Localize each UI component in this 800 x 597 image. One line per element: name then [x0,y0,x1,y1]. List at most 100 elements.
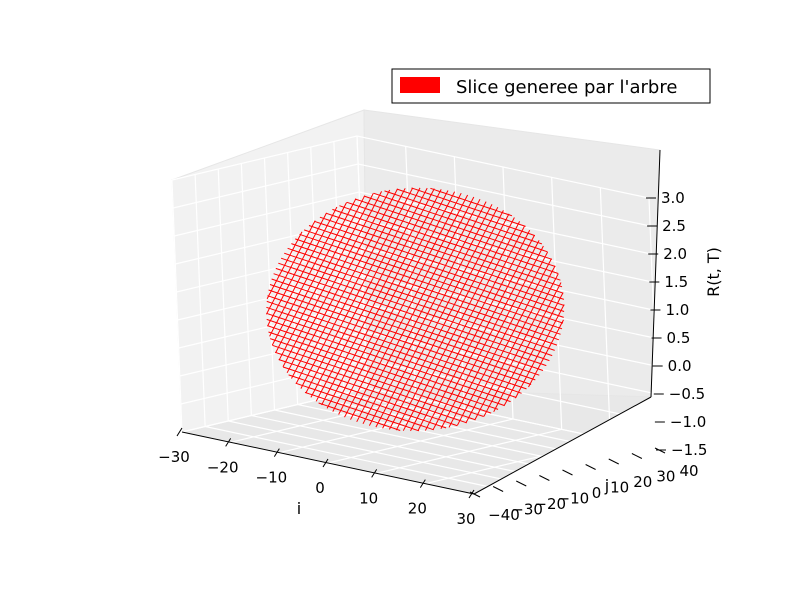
grid-line-z-5 [176,247,654,311]
x-tick-5 [419,479,426,488]
surface-line-y-5 [282,366,458,427]
surface-line-y-19 [271,278,544,371]
x-tick-label-3: 0 [315,479,325,497]
surface-line-y-30 [308,225,565,312]
surface-line-y-41 [396,188,536,237]
x-tick-label-4: 10 [359,489,378,507]
surface-line-y-11 [267,325,505,407]
y-tick-3 [539,475,550,481]
surface-line-y-29 [303,229,564,318]
surface-line-y-10 [268,331,499,410]
z-axis-label: R(t, T) [704,247,723,297]
x-axis-line [181,431,475,495]
z-tick-label-2: −0.5 [669,385,705,403]
grid-line-z-6 [175,219,653,283]
surface-line-y-35 [339,205,561,281]
surface-line-y-37 [354,198,556,267]
y-axis-line [473,396,652,495]
y-tick-label-1: −30 [511,501,543,519]
surface-line-y-23 [280,257,555,351]
surface-line-y-24 [284,252,558,346]
y-tick-2 [516,480,527,487]
y-tick-label-6: 20 [633,473,652,491]
surface-line-y-26 [291,243,561,335]
x-tick-3 [322,458,329,468]
surface-line-y-15 [266,300,527,390]
surface-line-y-7 [275,351,476,421]
surface-line-y-31 [314,220,565,306]
z-axis-line [650,149,661,398]
surface-wireframe [265,187,565,432]
x-tick-label-2: −10 [256,469,288,487]
y-tick-label-2: −20 [534,495,566,513]
y-tick-label-0: −40 [488,506,520,524]
y-tick-label-3: −10 [558,490,590,508]
surface-line-y-38 [363,195,553,260]
surface-line-y-27 [295,238,563,330]
surface-line-y-42 [411,187,526,227]
surface-line-y-17 [268,289,536,381]
z-tick-label-4: 0.5 [667,329,691,347]
x-tick-label-0: −30 [158,448,190,466]
surface-line-y-20 [273,273,547,367]
surface-line-y-32 [319,216,565,300]
x-tick-1 [225,438,232,447]
surface-line-y-28 [299,233,564,324]
x-tick-0 [176,427,183,437]
surface-line-y-34 [332,208,563,288]
surface-line-y-8 [272,344,484,417]
y-tick-1 [492,486,504,492]
legend-label: Slice generee par l'arbre [456,77,677,98]
z-tick-label-8: 2.5 [662,217,686,235]
grid-line-z-7 [174,191,652,255]
y-tick-label-8: 40 [679,462,698,480]
surface-line-y-3 [295,382,434,431]
surface-line-y-39 [373,192,548,253]
x-tick-6 [468,489,475,499]
legend-box [391,68,711,104]
surface-line-y-21 [275,267,550,362]
surface-line-y-14 [266,306,522,394]
x-tick-label-5: 20 [408,500,427,518]
surface-line-y-6 [278,359,467,424]
y-tick-7 [631,453,643,459]
y-tick-label-4: 0 [592,484,602,502]
z-ticks: −1.5 −1.0 −0.5 0.0 0.5 1.0 1.5 2.0 2.5 3.0 [646,189,707,459]
y-axis-label: j [604,476,609,495]
surface-line-y-33 [325,212,564,294]
z-tick-label-5: 1.0 [665,301,689,319]
x-tick-label-1: −20 [207,458,239,476]
y-ticks: −40−30−20−10 0 10 20 30 40 [469,447,699,524]
grid-line-z-9 [171,135,650,199]
legend: Slice generee par l'arbre [391,68,711,104]
surface-line-y-18 [269,284,540,376]
y-tick-4 [562,469,573,476]
y-tick-label-5: 10 [610,479,629,497]
z-tick-label-0: −1.5 [671,441,707,459]
y-tick-label-7: 30 [656,468,675,486]
z-tick-label-9: 3.0 [661,189,685,207]
grid-line-z-1 [180,359,659,423]
grid-line-z-2 [179,331,657,395]
surface-line-y-43 [430,187,513,217]
x-ticks: −30 −20 −10 0 10 20 30 [158,427,476,528]
surface-line-y-13 [266,312,517,398]
surface-line-y-40 [384,190,543,245]
surface-line-y-36 [346,201,559,274]
y-tick-6 [608,458,619,465]
z-tick-label-3: 0.0 [668,357,692,375]
surface-line-y-2 [304,391,420,432]
surface-line-y-4 [288,374,447,429]
z-tick-label-7: 2.0 [663,245,687,263]
z-tick-label-1: −1.0 [670,413,706,431]
surface-line-y-25 [287,247,560,341]
x-tick-2 [273,448,280,457]
y-tick-0 [469,491,481,498]
x-tick-label-6: 30 [456,510,475,528]
grid-line-z-8 [172,163,651,227]
surface-line-y-12 [266,318,511,403]
surface-line-y-22 [278,262,553,357]
z-tick-label-6: 1.5 [664,273,688,291]
surface-line-y-16 [267,295,532,385]
